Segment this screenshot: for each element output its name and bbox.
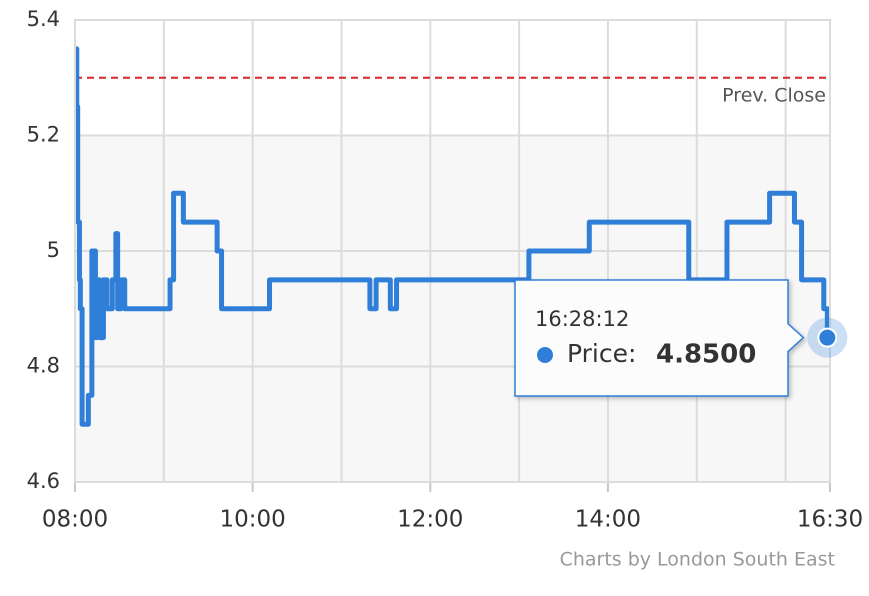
credit[interactable]: Charts by London South East <box>560 549 835 571</box>
y-tick-label: 4.6 <box>27 469 60 493</box>
plot-frame <box>74 19 831 483</box>
tooltip-label: Price: <box>567 339 636 368</box>
x-tick-label: 08:00 <box>42 507 108 533</box>
tooltip-marker <box>537 347 553 363</box>
reference-label: Prev. Close <box>722 84 826 106</box>
tooltip-time: 16:28:12 <box>535 307 629 331</box>
tooltip-value: 4.8500 <box>656 340 756 370</box>
x-tick-label: 10:00 <box>219 507 285 533</box>
hover-point <box>817 327 838 348</box>
y-tick-label: 5.2 <box>27 123 60 147</box>
y-tick-label: 5.4 <box>27 7 60 31</box>
y-tick-label: 4.8 <box>27 354 60 378</box>
x-tick-label: 12:00 <box>397 507 463 533</box>
y-tick-label: 5 <box>47 238 60 262</box>
x-tick-label: 14:00 <box>575 507 641 533</box>
x-tick-label: 16:30 <box>797 507 863 533</box>
tooltip-box <box>514 279 805 397</box>
